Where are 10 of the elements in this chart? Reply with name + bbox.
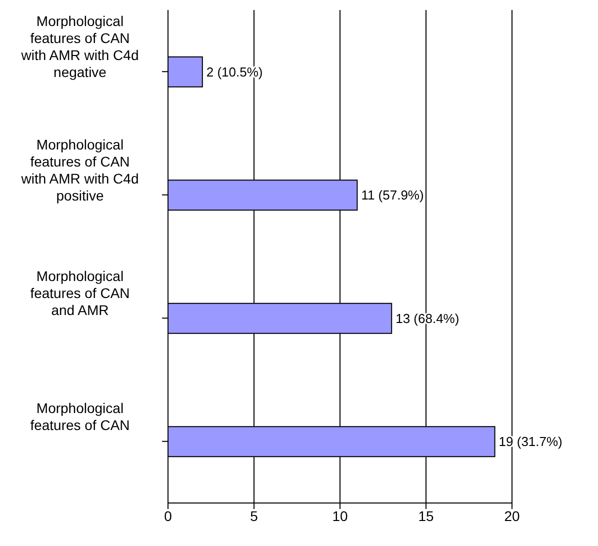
x-tick-label: 0 bbox=[164, 508, 172, 524]
y-tick-label: Morphological features of CAN with AMR with C4d positive bbox=[20, 136, 139, 204]
y-tick-label: Morphological features of CAN and AMR bbox=[30, 268, 130, 318]
data-label: 11 (57.9%) bbox=[361, 188, 424, 203]
x-tick-label: 10 bbox=[332, 508, 348, 524]
y-tick-label: Morphological features of CAN with AMR with C4d negative bbox=[20, 13, 139, 80]
x-tick-label: 5 bbox=[250, 508, 258, 524]
y-tick-label: Morphological features of CAN bbox=[30, 400, 130, 433]
x-tick-label: 15 bbox=[418, 508, 434, 524]
x-tick-label: 20 bbox=[504, 508, 520, 524]
